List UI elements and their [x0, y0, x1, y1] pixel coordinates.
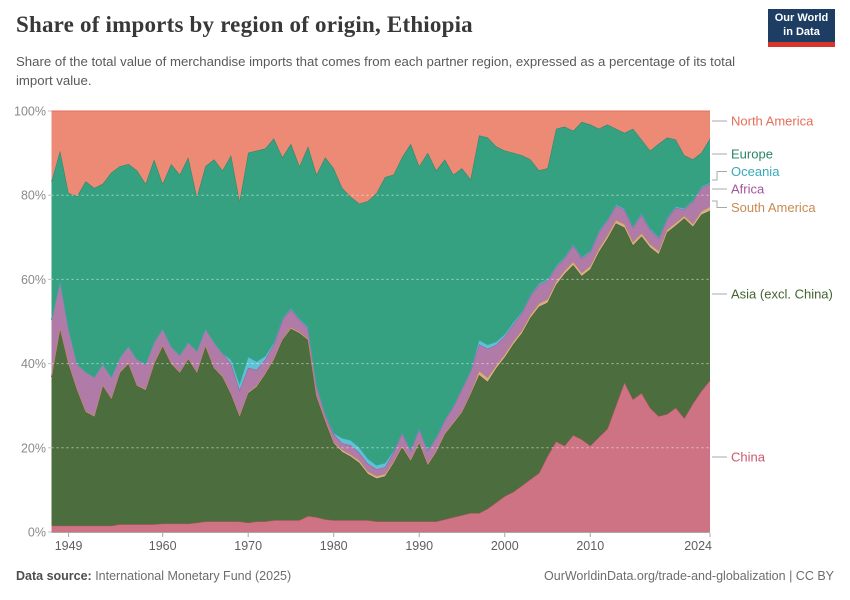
area-europe[interactable]: [51, 121, 711, 466]
area-line-south-america: [51, 206, 711, 477]
owid-logo-line1: Our World: [774, 12, 829, 25]
plot-hover-area[interactable]: [52, 111, 711, 532]
footer-link[interactable]: OurWorldinData.org/trade-and-globalizati…: [544, 569, 786, 583]
footer-separator: |: [785, 569, 796, 583]
legend-leader-oceania: [712, 171, 727, 181]
data-source: Data source: International Monetary Fund…: [16, 569, 291, 583]
y-axis-label: 40%: [21, 357, 46, 371]
legend-leader-south-america: [712, 200, 727, 208]
page-title: Share of imports by region of origin, Et…: [16, 12, 473, 37]
data-source-label: Data source:: [16, 569, 92, 583]
area-china[interactable]: [51, 380, 711, 532]
area-asia-excl-china-[interactable]: [51, 210, 711, 526]
owid-logo[interactable]: Our World in Data: [768, 9, 835, 47]
legend-item-china[interactable]: China: [731, 450, 766, 465]
legend-item-south-america[interactable]: South America: [731, 200, 816, 215]
legend-item-africa[interactable]: Africa: [731, 182, 765, 197]
x-axis-label: 2000: [491, 539, 519, 553]
y-axis-label: 20%: [21, 441, 46, 455]
footer-right: OurWorldinData.org/trade-and-globalizati…: [544, 569, 834, 583]
y-axis-label: 80%: [21, 189, 46, 203]
x-axis-label: 1949: [55, 539, 83, 553]
owid-logo-redbar: [768, 42, 835, 47]
x-axis-label: 1990: [405, 539, 433, 553]
chart-subtitle: Share of the total value of merchandise …: [16, 54, 736, 89]
legend-item-europe[interactable]: Europe: [731, 147, 773, 162]
y-axis-label: 60%: [21, 273, 46, 287]
legend-item-north-america[interactable]: North America: [731, 114, 814, 129]
y-axis-label: 100%: [14, 105, 46, 119]
legend-item-asia-excl-china-[interactable]: Asia (excl. China): [731, 287, 833, 302]
data-source-value: International Monetary Fund (2025): [91, 569, 292, 583]
owid-logo-text: Our World in Data: [768, 9, 835, 42]
x-axis-label: 1970: [234, 539, 262, 553]
x-axis-label: 1980: [320, 539, 348, 553]
area-north-america[interactable]: [51, 111, 711, 204]
x-axis-label: 2010: [576, 539, 604, 553]
x-axis-label: 1960: [149, 539, 177, 553]
cc-by-label: CC BY: [795, 569, 834, 583]
y-axis-label: 0%: [28, 526, 46, 540]
x-axis-label: 2024: [684, 539, 712, 553]
legend-item-oceania[interactable]: Oceania: [731, 164, 780, 179]
owid-logo-line2: in Data: [783, 25, 820, 38]
